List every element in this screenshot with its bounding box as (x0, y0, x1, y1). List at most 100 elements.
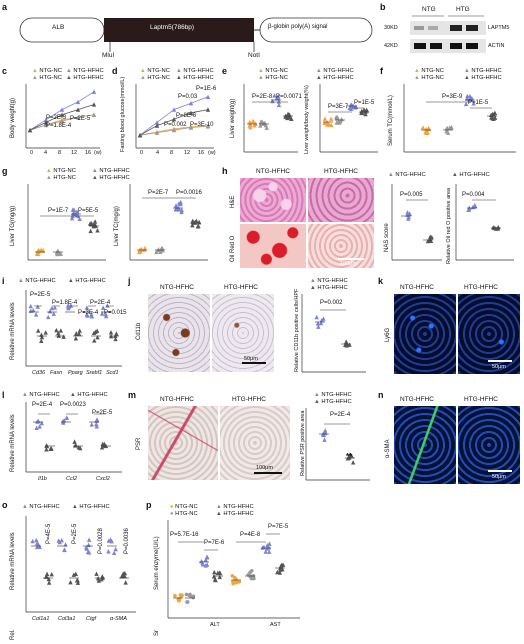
group-point (178, 201, 183, 207)
group-point (320, 432, 326, 437)
group-point (46, 314, 51, 320)
group-point (28, 303, 33, 309)
group-point (472, 204, 478, 209)
group-point (99, 311, 105, 316)
l-gene1: Ccl2 (66, 476, 78, 482)
group-point (347, 105, 352, 111)
panel-label-n: n (378, 390, 384, 400)
group-point (88, 228, 93, 234)
group-point (428, 234, 433, 239)
j-scalebar (242, 362, 266, 364)
group-point (322, 437, 327, 442)
group-point (94, 571, 99, 576)
g-legend-ntg-hfhc: ▲ NTG-HFHC (92, 168, 130, 174)
group-point (203, 557, 208, 562)
series-point (154, 123, 160, 128)
group-point (103, 311, 108, 317)
group-point (463, 101, 469, 107)
group-point (196, 219, 202, 225)
group-point (86, 537, 92, 542)
series-point (205, 107, 211, 112)
h-col2: HTG-HFHC (324, 168, 358, 175)
c-xt1: 4 (44, 150, 48, 156)
chart-i: ▲ NTG-HFHC ▲ HTG-HFHC Relative mRNA leve… (8, 278, 127, 382)
group-point (75, 580, 81, 585)
h-p2: P=0.004 (462, 192, 485, 198)
panel-k: NTG-HFHC HTG-HFHC 50μm Ly6G (384, 278, 522, 382)
series-point (43, 122, 49, 128)
k-htg-image: 50μm (458, 294, 520, 374)
l-gene2: Cxcl2 (96, 476, 110, 482)
group-point (36, 542, 41, 547)
f-legend-htg-nc: ▲ HTG-NC (414, 75, 444, 81)
group-point (92, 338, 97, 343)
group-point (142, 245, 148, 251)
g-p4: P=0.0016 (176, 190, 202, 196)
e-legend-ntg-nc: ▲ NTG-NC (258, 68, 288, 74)
i-plot (25, 290, 122, 367)
series-point (91, 89, 97, 94)
series-point (27, 127, 33, 133)
o-gene3: α-SMA (110, 616, 127, 622)
group-point (325, 121, 331, 126)
group-point (86, 550, 92, 555)
h-scale: 100μm (340, 261, 357, 267)
h-oro-htg-image: 100μm (308, 224, 374, 268)
group-point (191, 595, 196, 600)
o-p1: P=2E-5 (72, 523, 78, 544)
d-plot (135, 84, 214, 149)
group-point (30, 538, 35, 544)
group-point (51, 311, 56, 316)
h-ylabel1: NAS score (384, 223, 390, 252)
p-group0: ALT (210, 622, 220, 628)
series-point (154, 130, 160, 135)
j-col2: HTG-HFHC (224, 284, 258, 291)
group-point (89, 220, 94, 226)
group-point (280, 562, 286, 567)
g-ylabel1: Liver TG(mg/g) (10, 205, 16, 246)
o-legend-htg: ▲ HTG-HFHC (72, 504, 110, 510)
g-legend-htg-hfhc: ▲ HTG-HFHC (92, 175, 130, 181)
group-point (44, 443, 49, 448)
group-point (49, 305, 55, 311)
group-point (316, 324, 321, 329)
group-point (231, 580, 235, 584)
e-p4: P=1E-5 (354, 100, 375, 106)
panel-label-i: i (2, 276, 5, 286)
g-legend-htg-nc: ▲ HTG-NC (46, 175, 76, 181)
i-p2: P=3E-4 (78, 310, 99, 316)
group-point (106, 549, 111, 554)
group-point (48, 446, 53, 451)
actin-band-label: ACTIN (488, 43, 505, 49)
group-point (68, 303, 74, 308)
group-point (68, 579, 73, 585)
i-gene3: Srebf1 (86, 370, 103, 376)
l-legend-ntg: ▲ NTG-HFHC (22, 392, 60, 398)
k-scale: 50μm (492, 364, 506, 370)
group-point (59, 537, 64, 543)
e-ylabel1: Liver weight(g) (230, 98, 236, 138)
group-point (173, 203, 179, 208)
chart-f: ▲ NTG-NC ▲ HTG-NC ▲ NTG-HFHC ▲ HTG-HFHC … (386, 68, 522, 160)
i-legend-ntg: ▲ NTG-HFHC (18, 278, 56, 284)
group-point (266, 545, 272, 550)
m-legend-htg: ▲ HTG-HFHC (314, 399, 352, 405)
group-point (258, 119, 264, 124)
series-point (91, 112, 97, 117)
group-point (46, 580, 52, 585)
d-xt0: 0 (140, 150, 144, 156)
group-point (35, 328, 41, 333)
panel-label-b: b (380, 2, 386, 12)
group-point (260, 545, 265, 550)
l-p1: P=0.0023 (60, 402, 86, 408)
p-p4: P=7E-5 (268, 524, 289, 530)
g-legend-ntg-nc: ▲ NTG-NC (46, 168, 76, 174)
series-point (43, 120, 49, 125)
d-ylabel: Fasting blood glucose(mmol/L) (120, 76, 126, 152)
group-point (217, 574, 222, 580)
panel-label-p: p (146, 500, 152, 510)
group-point (314, 314, 319, 320)
p-sr: Sr (154, 630, 160, 636)
m-scalebar (254, 472, 282, 474)
group-point (264, 125, 269, 130)
